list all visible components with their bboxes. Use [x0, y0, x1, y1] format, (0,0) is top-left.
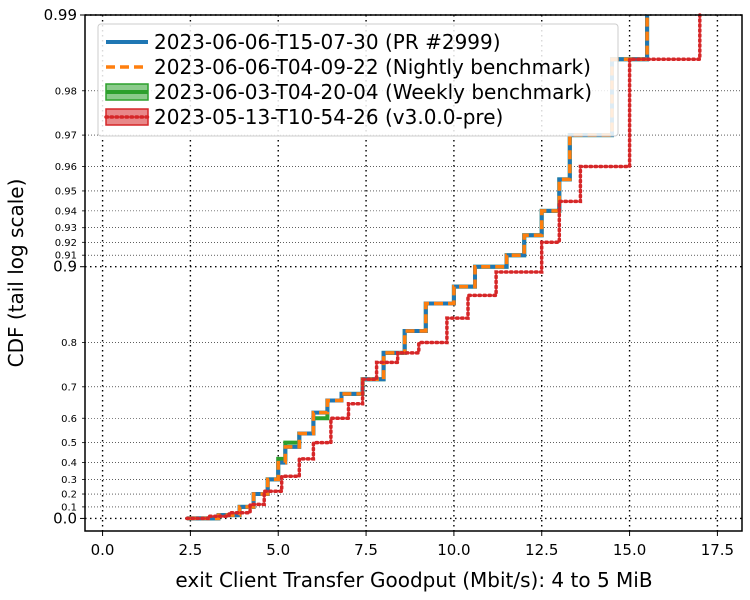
- y-minor-tick-label: 0.5: [61, 438, 77, 449]
- y-minor-tick-label: 0.6: [61, 414, 77, 425]
- y-minor-tick-label: 0.2: [61, 490, 77, 501]
- y-minor-tick-label: 0.94: [55, 206, 77, 217]
- x-tick-label: 17.5: [701, 541, 734, 559]
- y-axis-title: CDF (tail log scale): [4, 179, 28, 368]
- axis-ticks: 0.0 2.5 5.0 7.5 10.0 12.5 15.0 17.5 0.0 0.9 0.99 0.…: [44, 6, 735, 559]
- legend-label: 2023-05-13-T10-54-26 (v3.0.0-pre): [154, 105, 503, 129]
- x-tick-label: 7.5: [354, 541, 378, 559]
- y-major-tick-label: 0.9: [53, 258, 77, 276]
- y-minor-tick-label: 0.4: [61, 458, 77, 469]
- plot-frame: [84, 14, 743, 532]
- y-minor-tick-label: 0.97: [55, 131, 77, 142]
- y-minor-tick-label: 0.92: [55, 238, 77, 249]
- legend-label: 2023-06-06-T15-07-30 (PR #2999): [154, 30, 501, 54]
- legend: 2023-06-06-T15-07-30 (PR #2999)2023-06-0…: [97, 23, 619, 137]
- x-tick-label: 0.0: [91, 541, 115, 559]
- y-major-tick-label: 0.0: [53, 509, 77, 527]
- y-minor-tick-label: 0.95: [55, 186, 77, 197]
- x-tick-label: 2.5: [178, 541, 202, 559]
- y-minor-tick-label: 0.93: [55, 223, 77, 234]
- y-minor-tick-label: 0.1: [61, 502, 77, 513]
- x-axis-title: exit Client Transfer Goodput (Mbit/s): 4…: [175, 568, 652, 592]
- y-minor-tick-label: 0.98: [55, 86, 77, 97]
- y-minor-tick-label: 0.8: [61, 338, 77, 349]
- x-tick-label: 10.0: [437, 541, 470, 559]
- y-minor-tick-label: 0.3: [61, 475, 77, 486]
- legend-box: [97, 23, 619, 137]
- y-minor-tick-label: 0.96: [55, 162, 77, 173]
- x-tick-label: 5.0: [266, 541, 290, 559]
- series-line: [186, 15, 649, 521]
- series-line: [185, 13, 702, 521]
- y-major-tick-label: 0.99: [44, 6, 77, 24]
- series-lines: [185, 13, 702, 521]
- legend-label: 2023-06-03-T04-20-04 (Weekly benchmark): [154, 80, 592, 104]
- y-minor-tick-label: 0.91: [55, 251, 77, 262]
- legend-label: 2023-06-06-T04-09-22 (Nightly benchmark): [154, 55, 591, 79]
- y-minor-tick-label: 0.7: [61, 382, 77, 393]
- x-tick-label: 12.5: [525, 541, 558, 559]
- x-tick-label: 15.0: [613, 541, 646, 559]
